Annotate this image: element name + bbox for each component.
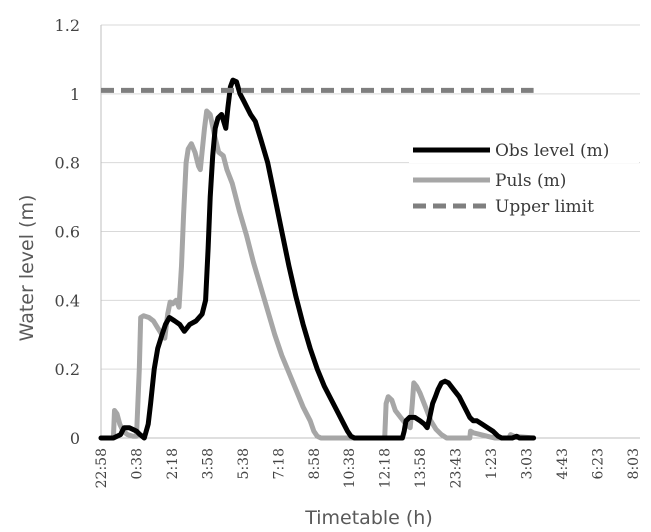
x-tick-label: 3:03 [520, 448, 536, 479]
x-tick-label: 22:58 [94, 448, 110, 488]
x-tick-label: 3:58 [200, 448, 216, 479]
x-tick-label: 12:18 [378, 448, 394, 488]
legend-bg [409, 193, 639, 219]
legend-label: Upper limit [495, 197, 594, 217]
series-line-0 [98, 77, 537, 441]
x-axis-ticks: 22:58 0:38 2:18 3:58 5:38 7:18 8:58 10:38 12:18 1… [94, 448, 642, 488]
grid-lines [100, 24, 640, 439]
y-tick-label: 0.6 [55, 223, 80, 242]
x-tick-label: 13:58 [413, 448, 429, 488]
legend: Obs level (m) Puls (m) Upper limit [409, 137, 639, 219]
x-tick-label: 8:58 [307, 448, 323, 479]
y-tick-label: 0 [70, 429, 80, 448]
y-tick-label: 0.8 [55, 154, 80, 173]
legend-label: Puls (m) [495, 171, 566, 191]
x-tick-label: 0:38 [129, 448, 145, 479]
x-axis-title: Timetable (h) [304, 507, 433, 529]
x-tick-label: 8:03 [626, 448, 642, 479]
x-tick-label: 1:23 [484, 448, 500, 479]
y-tick-label: 0.4 [55, 291, 80, 310]
x-tick-label: 7:18 [271, 448, 287, 479]
x-tick-label: 23:43 [449, 448, 465, 488]
y-tick-label: 0.2 [55, 360, 80, 379]
legend-label: Obs level (m) [495, 141, 609, 161]
x-tick-label: 5:38 [236, 448, 252, 479]
series-lines [98, 77, 537, 441]
x-tick-label: 4:43 [555, 448, 571, 479]
y-tick-label: 1.2 [55, 16, 80, 35]
y-axis-title: Water level (m) [16, 195, 38, 342]
y-axis-ticks: 0 0.2 0.4 0.6 0.8 1 1.2 [55, 16, 80, 448]
x-tick-label: 2:18 [165, 448, 181, 479]
x-tick-label: 10:38 [342, 448, 358, 488]
y-tick-label: 1 [70, 85, 80, 104]
x-tick-label: 6:23 [590, 448, 606, 479]
